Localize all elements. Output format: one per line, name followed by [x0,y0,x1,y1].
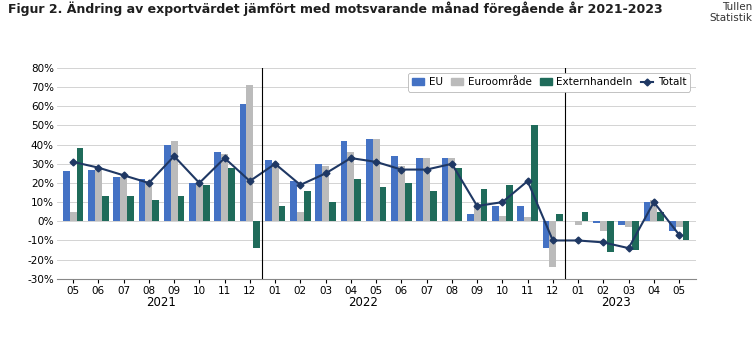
Bar [152,200,159,221]
Bar [643,202,650,221]
Bar [683,221,689,240]
Bar [481,189,488,221]
Bar [127,197,134,221]
Bar [467,214,474,221]
Bar [95,168,102,221]
Bar [618,221,625,225]
Bar [164,144,171,221]
Bar [632,221,639,250]
Bar [63,171,70,221]
Bar [607,221,614,252]
Bar [102,197,109,221]
Bar [222,154,228,221]
Bar [271,164,278,221]
Text: 2022: 2022 [349,296,379,309]
Bar [448,158,455,221]
Bar [196,185,203,221]
Bar [581,212,588,221]
Bar [625,221,632,227]
Bar [246,85,253,221]
Bar [430,191,437,221]
Text: Figur 2. Ändring av exportvärdet jämfört med motsvarande månad föregående år 202: Figur 2. Ändring av exportvärdet jämfört… [8,2,662,16]
Bar [455,168,462,221]
Text: 2023: 2023 [601,296,631,309]
Bar [215,152,222,221]
Bar [76,149,83,221]
Bar [442,158,448,221]
Bar [348,152,355,221]
Bar [474,204,481,221]
Bar [88,170,95,221]
Bar [600,221,607,231]
Bar [171,141,178,221]
Bar [113,177,120,221]
Bar [240,104,246,221]
Bar [178,197,184,221]
Bar [278,206,285,221]
Bar [203,185,209,221]
Bar [657,212,664,221]
Bar [556,214,563,221]
Bar [593,221,600,223]
Bar [650,200,657,221]
Bar [669,221,676,231]
Bar [138,179,145,221]
Text: Tullen
Statistik: Tullen Statistik [709,2,752,23]
Bar [265,160,271,221]
Bar [380,187,386,221]
Bar [253,221,260,248]
Bar [70,212,76,221]
Bar [297,212,304,221]
Bar [304,191,311,221]
Bar [404,183,411,221]
Bar [398,166,404,221]
Bar [676,221,683,227]
Bar [531,125,538,221]
Bar [499,216,506,221]
Bar [524,218,531,221]
Bar [366,139,373,221]
Bar [145,183,152,221]
Bar [517,206,524,221]
Bar [506,185,513,221]
Bar [329,202,336,221]
Bar [373,139,380,221]
Bar [575,221,581,225]
Bar [315,164,322,221]
Bar [228,168,235,221]
Bar [290,181,297,221]
Bar [120,177,127,221]
Bar [492,206,499,221]
Bar [355,179,361,221]
Bar [550,221,556,267]
Bar [322,166,329,221]
Bar [417,158,423,221]
Text: 2021: 2021 [147,296,176,309]
Bar [189,183,196,221]
Bar [391,156,398,221]
Legend: EU, Euroområde, Externhandeln, Totalt: EU, Euroområde, Externhandeln, Totalt [407,73,690,91]
Bar [423,158,430,221]
Bar [543,221,550,248]
Bar [341,141,348,221]
